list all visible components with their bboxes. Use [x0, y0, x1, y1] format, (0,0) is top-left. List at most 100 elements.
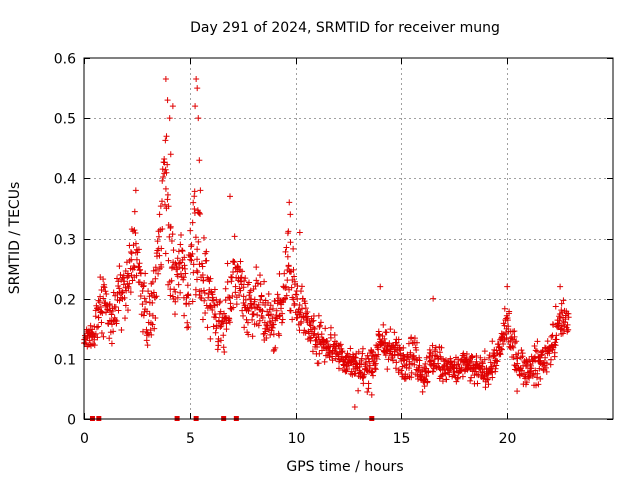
- data-point: [242, 275, 249, 282]
- data-point: [548, 356, 555, 363]
- data-point: [505, 323, 512, 330]
- data-point: [164, 97, 171, 104]
- data-point: [544, 338, 551, 345]
- data-point: [482, 384, 489, 391]
- data-point: [361, 371, 368, 378]
- data-point: [364, 388, 371, 395]
- data-point: [108, 311, 115, 318]
- data-point: [121, 278, 128, 285]
- data-point: [195, 115, 202, 122]
- data-point: [246, 292, 253, 299]
- data-point: [534, 338, 541, 345]
- data-point: [535, 381, 542, 388]
- data-point: [233, 301, 240, 308]
- data-point: [296, 229, 303, 236]
- data-point: [383, 329, 390, 336]
- data-point: [156, 211, 163, 218]
- data-point: [565, 326, 572, 333]
- data-point: [514, 388, 521, 395]
- data-point: [489, 338, 496, 345]
- data-point: [329, 357, 336, 364]
- data-point: [279, 310, 286, 317]
- data-point: [190, 261, 197, 268]
- data-point: [265, 290, 272, 297]
- data-point: [284, 253, 291, 260]
- data-point: [190, 199, 197, 206]
- data-point: [153, 293, 160, 300]
- data-point: [291, 273, 298, 280]
- data-point: [283, 292, 290, 299]
- data-point: [400, 344, 407, 351]
- data-point: [352, 370, 359, 377]
- data-point: [270, 348, 277, 355]
- data-point: [390, 357, 397, 364]
- data-point: [98, 286, 105, 293]
- data-point: [315, 360, 322, 367]
- data-point: [146, 311, 153, 318]
- data-point: [240, 312, 247, 319]
- data-point: [517, 354, 524, 361]
- data-point: [342, 354, 349, 361]
- y-tick-label: 0.2: [54, 293, 76, 309]
- data-point: [455, 361, 462, 368]
- data-point: [211, 286, 218, 293]
- data-point: [498, 346, 505, 353]
- data-point: [217, 337, 224, 344]
- data-point: [159, 166, 166, 173]
- data-point: [157, 203, 164, 210]
- y-tick-label: 0.5: [54, 112, 76, 128]
- data-point: [473, 352, 480, 359]
- data-point: [152, 275, 159, 282]
- data-point: [139, 288, 146, 295]
- data-point: [267, 331, 274, 338]
- data-point: [331, 332, 338, 339]
- data-point: [309, 318, 316, 325]
- data-point: [114, 275, 121, 282]
- y-tick-label: 0.4: [54, 172, 76, 188]
- data-point: [158, 263, 165, 270]
- data-point: [139, 328, 146, 335]
- data-point: [498, 345, 505, 352]
- data-point: [459, 373, 466, 380]
- data-point: [496, 350, 503, 357]
- data-point: [454, 361, 461, 368]
- data-point: [500, 340, 507, 347]
- data-point: [372, 366, 379, 373]
- data-point: [316, 322, 323, 329]
- data-point: [98, 319, 105, 326]
- data-point: [172, 288, 179, 295]
- data-point: [217, 298, 224, 305]
- data-point: [221, 348, 228, 355]
- data-point: [385, 356, 392, 363]
- data-point: [201, 297, 208, 304]
- data-point: [249, 316, 256, 323]
- x-tick-label: 0: [80, 431, 89, 447]
- data-point: [251, 296, 258, 303]
- data-point: [95, 323, 102, 330]
- data-point: [283, 244, 290, 251]
- data-point: [469, 354, 476, 361]
- data-point: [486, 352, 493, 359]
- data-point: [387, 326, 394, 333]
- y-axis-label: SRMTID / TECUs: [7, 182, 23, 295]
- data-point: [380, 321, 387, 328]
- data-point: [362, 363, 369, 370]
- data-point: [176, 260, 183, 267]
- data-point: [519, 350, 526, 357]
- data-point: [124, 274, 131, 281]
- data-point: [344, 350, 351, 357]
- data-point: [224, 278, 231, 285]
- data-point: [564, 321, 571, 328]
- data-point: [407, 349, 414, 356]
- data-point: [238, 274, 245, 281]
- data-point: [151, 325, 158, 332]
- data-point: [404, 353, 411, 360]
- data-point: [109, 321, 116, 328]
- data-point: [227, 300, 234, 307]
- data-point: [169, 231, 176, 238]
- data-point: [316, 350, 323, 357]
- data-point: [147, 327, 154, 334]
- data-point: [299, 305, 306, 312]
- data-point: [217, 323, 224, 330]
- data-point: [135, 263, 142, 270]
